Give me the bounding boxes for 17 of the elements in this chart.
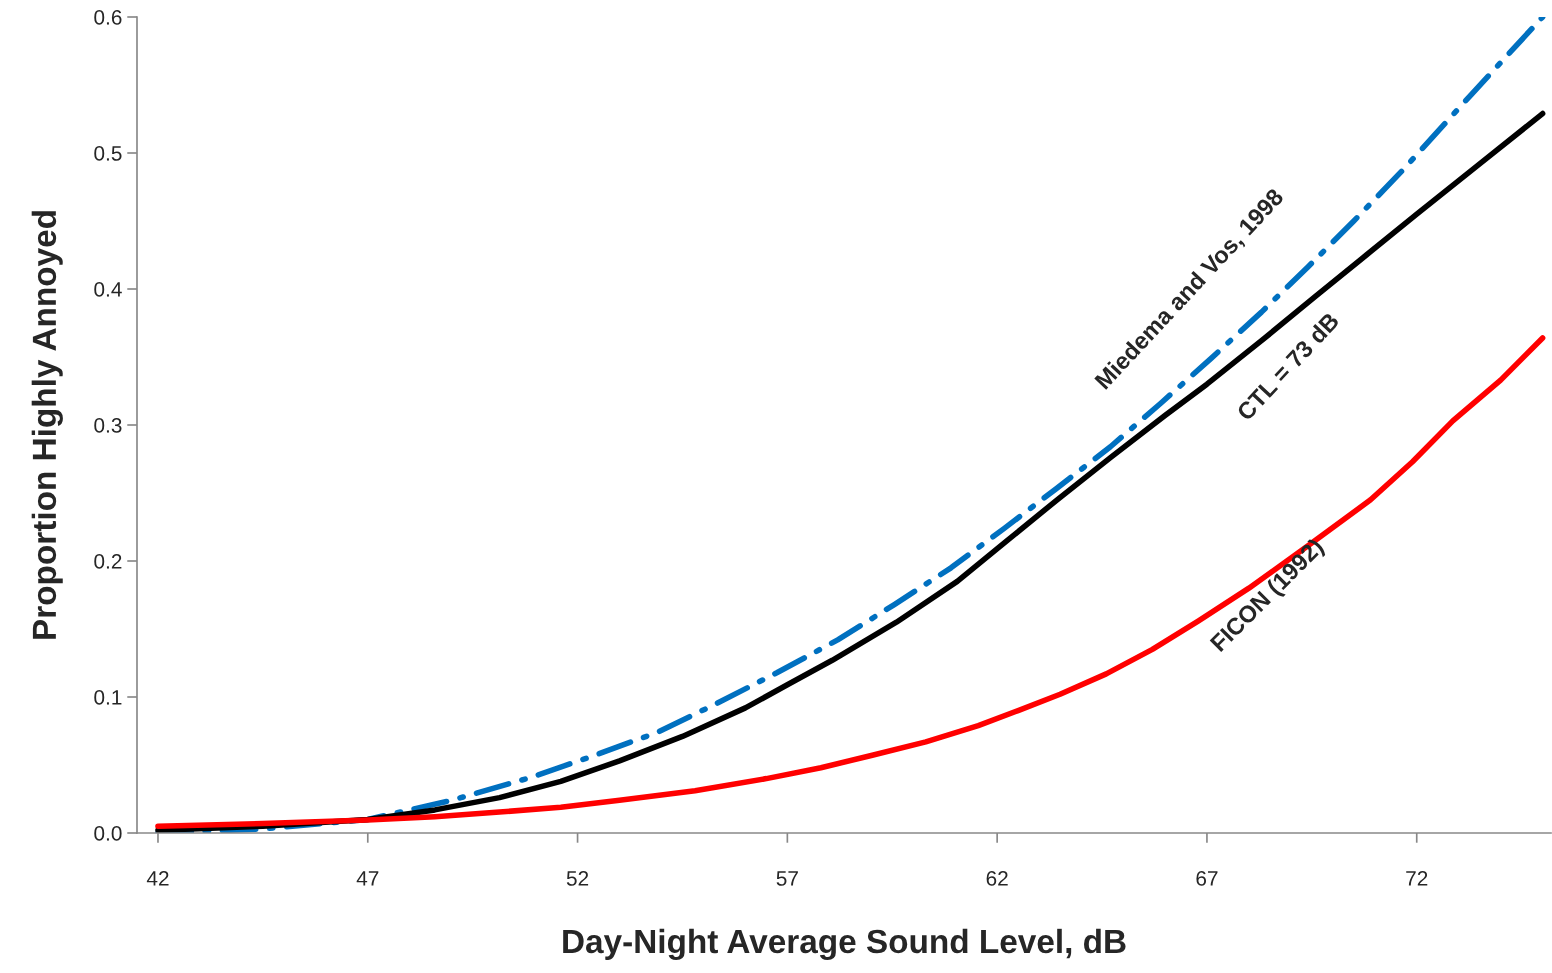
x-tick-label: 72 [1406,871,1428,886]
x-tick-label: 67 [1196,871,1218,886]
x-tick-label: 47 [356,871,379,886]
x-tick-label: 52 [566,871,589,886]
x-tick-label: 62 [986,871,1008,886]
y-tick-label: 0.4 [94,282,122,297]
y-tick-label: 0.5 [94,146,122,161]
y-tick-label: 0.1 [94,690,122,705]
y-tick-label: 0.6 [94,10,122,25]
x-axis-title: Day-Night Average Sound Level, dB [563,928,1126,961]
annotation: CTL = 73 dB [1235,311,1340,422]
y-tick-label: 0.0 [94,826,122,841]
x-tick-label: 57 [776,871,798,886]
y-axis-title: Proportion Highly Annoyed [31,211,63,639]
y-tick-label: 0.3 [94,418,122,433]
x-tick-label: 42 [146,871,169,886]
y-tick-label: 0.2 [94,554,122,569]
